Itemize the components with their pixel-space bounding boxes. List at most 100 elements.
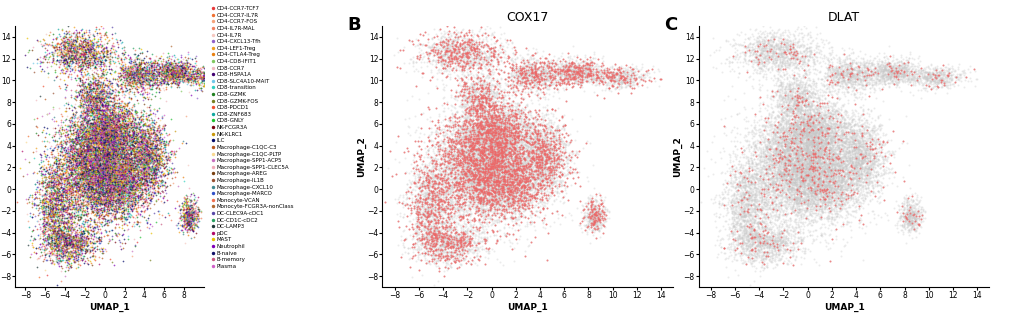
Point [123,182,140,187]
Point [84,157,100,162]
Point [537,158,553,163]
Point [523,161,539,166]
Point [797,142,813,148]
Point [731,221,747,226]
Point [105,115,121,120]
Point [539,192,555,198]
Point [524,76,540,82]
Point [854,194,870,200]
Point [534,207,550,212]
Point [771,81,788,86]
Point [100,165,116,170]
Point [504,197,521,202]
Point [445,241,462,246]
Point [559,71,576,76]
Point [78,83,95,88]
Point [763,234,780,239]
Point [48,217,64,222]
Point [126,139,143,144]
Point [917,76,933,81]
Point [101,127,117,132]
Point [454,45,471,51]
Point [773,91,790,96]
Point [495,170,512,175]
Point [786,180,802,185]
Point [758,230,774,236]
Point [810,96,826,101]
Point [87,188,103,194]
Point [127,68,144,73]
Point [805,162,821,168]
Point [444,204,461,210]
Point [20,242,37,247]
Point [66,35,83,40]
Point [823,195,840,200]
Point [102,140,118,145]
Point [779,187,795,192]
Point [802,120,818,125]
Point [423,239,439,244]
Point [447,252,464,257]
Point [582,58,598,63]
Point [768,239,785,244]
Point [75,116,92,121]
Point [35,210,51,215]
Point [433,40,449,45]
Point [53,225,69,230]
Point [500,185,517,191]
Point [820,161,837,167]
Point [474,126,490,132]
Point [516,167,532,172]
Point [738,242,754,247]
Point [439,245,455,250]
Point [615,78,632,83]
Point [117,176,133,181]
Point [436,236,452,242]
Point [830,120,847,126]
Point [769,251,786,257]
Point [449,181,466,186]
Point [139,152,155,157]
Point [740,182,756,187]
Point [58,116,74,121]
Point [77,173,94,178]
Point [70,34,87,39]
Point [458,119,474,125]
Point [100,189,116,194]
Point [527,209,543,214]
Point [140,137,156,142]
Point [756,234,772,239]
Point [797,149,813,155]
Point [524,68,540,73]
Point [92,51,108,56]
Point [515,213,531,218]
Point [93,173,109,178]
Point [790,126,806,131]
Point [493,77,510,82]
Point [723,204,740,209]
Point [452,217,469,222]
Point [186,212,203,217]
Point [170,75,186,80]
Point [727,206,743,212]
Point [795,174,811,179]
Point [98,169,114,174]
Point [94,176,110,181]
Point [493,170,510,175]
Point [106,86,122,92]
Point [795,155,811,160]
Point [99,161,115,166]
Point [121,167,138,172]
Point [841,137,857,142]
Point [94,92,110,97]
Point [453,127,470,132]
Point [616,72,633,78]
Point [157,62,173,67]
Point [906,75,922,81]
Point [178,220,195,225]
Point [61,154,77,159]
Point [113,173,129,178]
Point [872,71,889,76]
Point [593,216,609,221]
Point [450,239,467,244]
